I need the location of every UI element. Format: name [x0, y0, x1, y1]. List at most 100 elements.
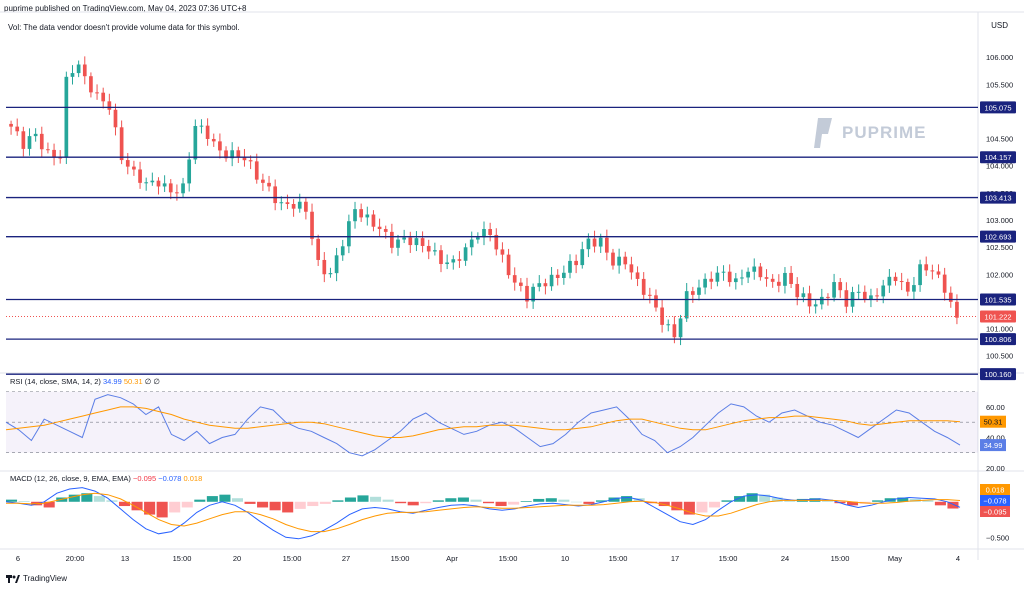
candle-body: [721, 271, 726, 273]
candle-body: [783, 272, 787, 286]
macd-histogram-bar: [269, 501, 281, 511]
tradingview-footer-text: TradingView: [23, 574, 68, 583]
candle-body: [955, 301, 959, 318]
macd-histogram-bar: [370, 496, 382, 502]
candle-body: [125, 160, 130, 167]
candle-body: [76, 64, 81, 74]
candle-body: [199, 125, 204, 127]
time-axis-tick: 15:00: [499, 554, 518, 563]
candle-body: [304, 201, 308, 212]
macd-histogram-bar: [683, 501, 695, 515]
candle-body: [433, 250, 437, 252]
macd-histogram-bar: [257, 501, 269, 508]
price-axis-tick: 104.000: [986, 162, 1013, 171]
candle-body: [942, 274, 947, 293]
candle-body: [322, 259, 327, 275]
candle-body: [469, 239, 474, 248]
time-axis-tick: 15:00: [719, 554, 738, 563]
candle-body: [27, 136, 32, 149]
candle-body: [850, 292, 855, 307]
candle-body: [211, 138, 216, 142]
macd-histogram-bar: [319, 501, 331, 504]
candle-body: [862, 291, 867, 300]
candle-body: [377, 226, 382, 230]
candle-body: [617, 256, 621, 266]
macd-histogram-bar: [621, 496, 633, 502]
macd-histogram-bar: [784, 499, 796, 502]
candle-body: [168, 183, 173, 193]
candle-body: [408, 237, 413, 246]
candle-body: [789, 272, 793, 284]
candle-body: [635, 272, 640, 279]
macd-value-tag-label: 0.018: [986, 486, 1005, 495]
time-axis-tick: 15:00: [609, 554, 628, 563]
level-price-label: 100.160: [984, 370, 1011, 379]
macd-histogram-bar: [357, 495, 369, 502]
candle-body: [347, 221, 351, 247]
candle-body: [746, 271, 750, 278]
price-axis-tick: 102.000: [986, 270, 1013, 279]
macd-histogram-bar: [470, 499, 482, 502]
candle-body: [764, 277, 769, 279]
candle-body: [555, 274, 560, 278]
candle-body: [242, 157, 247, 161]
macd-histogram-bar: [31, 501, 43, 506]
candle-body: [414, 238, 419, 246]
macd-histogram-bar: [859, 501, 871, 504]
macd-histogram-bar: [432, 500, 444, 502]
candle-body: [549, 274, 554, 287]
rsi-legend-empty-1: ∅: [144, 377, 152, 386]
candle-body: [697, 287, 701, 295]
macd-legend: MACD (12, 26, close, 9, EMA, EMA) −0.095…: [10, 474, 202, 483]
level-price-label: 105.075: [984, 103, 1011, 112]
candle-body: [101, 92, 106, 102]
candle-body: [770, 278, 775, 282]
macd-legend-hist: −0.095: [132, 474, 157, 483]
candle-body: [519, 282, 523, 286]
level-price-tag: [980, 151, 1016, 164]
candle-body: [420, 238, 425, 246]
candle-body: [328, 273, 333, 275]
candle-body: [365, 214, 370, 218]
macd-histogram-bar: [934, 501, 946, 506]
candle-body: [451, 259, 456, 263]
price-axis-tick: 106.000: [986, 53, 1013, 62]
candle-body: [21, 131, 26, 149]
candle-body: [666, 324, 671, 326]
candle-body: [838, 282, 843, 291]
time-axis-tick: May: [888, 554, 902, 563]
candle-body: [684, 291, 689, 319]
candle-body: [525, 285, 529, 302]
last-price-tag: [980, 310, 1016, 323]
candle-body: [660, 307, 664, 325]
candle-body: [899, 281, 904, 283]
macd-legend-macd: −0.078: [158, 474, 182, 483]
macd-histogram-bar: [646, 501, 658, 504]
candle-body: [310, 211, 314, 239]
candle-body: [875, 295, 879, 297]
candle-body: [776, 281, 781, 286]
candle-body: [236, 150, 241, 158]
candle-body: [912, 285, 916, 292]
volume-note: Vol: The data vendor doesn't provide vol…: [8, 23, 240, 32]
macd-histogram-bar: [156, 501, 168, 518]
macd-histogram-bar: [282, 501, 294, 513]
macd-histogram-bar: [708, 501, 720, 508]
candle-body: [586, 238, 591, 250]
macd-histogram-bar: [194, 499, 206, 502]
candle-body: [905, 281, 910, 292]
time-axis-tick: 10: [561, 554, 569, 563]
macd-histogram-bar: [81, 493, 93, 502]
macd-value-tag-label: −0.078: [983, 497, 1006, 506]
macd-histogram-bar: [897, 497, 909, 502]
rsi-legend-value: 34.99: [102, 377, 122, 386]
candle-body: [175, 192, 179, 194]
macd-axis-tick: −0.500: [986, 533, 1009, 542]
macd-histogram-bar: [922, 500, 934, 502]
candle-body: [359, 209, 364, 218]
candle-body: [463, 247, 468, 261]
time-axis-tick: 15:00: [391, 554, 410, 563]
macd-histogram-bar: [144, 501, 156, 515]
candle-body: [709, 278, 714, 282]
